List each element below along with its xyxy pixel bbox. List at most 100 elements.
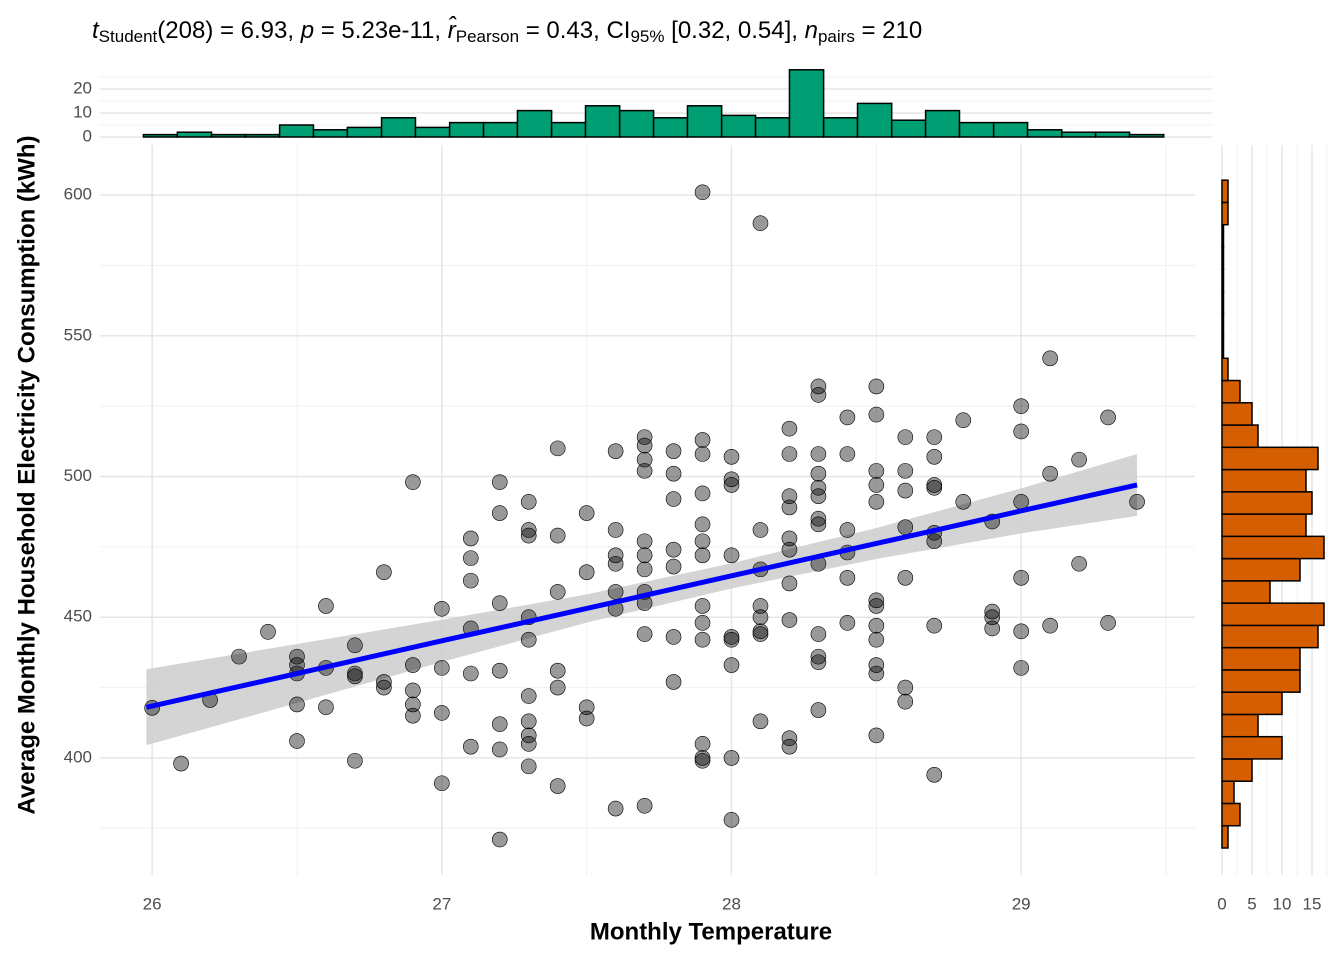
data-point bbox=[752, 215, 769, 232]
y-tick-label: 450 bbox=[64, 607, 92, 626]
data-point bbox=[549, 584, 566, 600]
data-point bbox=[578, 505, 595, 521]
data-point bbox=[810, 446, 827, 462]
data-point bbox=[1071, 451, 1087, 468]
data-point bbox=[578, 710, 595, 727]
data-point bbox=[839, 570, 856, 586]
data-point bbox=[694, 547, 711, 564]
data-point bbox=[868, 477, 885, 493]
data-point bbox=[1100, 409, 1116, 426]
data-point bbox=[810, 654, 827, 671]
data-point bbox=[810, 626, 827, 642]
data-point bbox=[694, 516, 711, 533]
data-point bbox=[868, 378, 885, 395]
data-point bbox=[897, 482, 914, 499]
data-point bbox=[752, 522, 769, 538]
data-point bbox=[520, 527, 537, 544]
data-point bbox=[839, 409, 856, 426]
data-point bbox=[520, 713, 537, 730]
data-point bbox=[752, 626, 769, 642]
data-point bbox=[462, 572, 479, 589]
y-tick-label: 500 bbox=[64, 466, 92, 485]
histogram-bar bbox=[1221, 312, 1225, 337]
data-point bbox=[955, 412, 972, 429]
histogram-bar bbox=[346, 126, 383, 138]
histogram-bar bbox=[754, 117, 791, 138]
data-point bbox=[868, 494, 885, 510]
data-point bbox=[694, 446, 711, 462]
x-tick-label: 15 bbox=[1303, 894, 1322, 913]
data-point bbox=[636, 463, 653, 479]
data-point bbox=[520, 758, 537, 775]
data-point bbox=[781, 612, 798, 628]
histogram-bar bbox=[516, 109, 553, 138]
data-point bbox=[868, 592, 885, 609]
data-point bbox=[1042, 465, 1058, 482]
title-segment: [0.32, 0.54], bbox=[665, 17, 805, 44]
data-point bbox=[318, 598, 334, 614]
data-point bbox=[926, 767, 943, 783]
data-point bbox=[289, 733, 305, 749]
data-point bbox=[839, 615, 856, 631]
histogram-bar bbox=[448, 121, 485, 138]
x-tick-label: 0 bbox=[1217, 894, 1226, 913]
data-point bbox=[723, 631, 740, 648]
data-point bbox=[752, 598, 769, 614]
title-segment: = 0.43, CI bbox=[519, 17, 630, 44]
y-tick-label: 600 bbox=[64, 185, 92, 204]
histogram-bar bbox=[1128, 133, 1165, 138]
data-point bbox=[1013, 494, 1029, 510]
data-point bbox=[520, 494, 537, 510]
histogram-bar bbox=[924, 109, 961, 138]
histogram-bar bbox=[550, 121, 587, 138]
histogram-bar bbox=[1221, 491, 1313, 515]
data-point bbox=[781, 446, 798, 462]
data-point bbox=[868, 657, 885, 673]
data-point bbox=[752, 609, 769, 626]
data-point bbox=[926, 429, 943, 445]
data-point bbox=[897, 429, 914, 445]
data-point bbox=[636, 547, 653, 564]
data-point bbox=[723, 477, 740, 493]
data-point bbox=[376, 564, 392, 580]
regression-line bbox=[145, 482, 1138, 710]
histogram-bar bbox=[1221, 580, 1271, 604]
histogram-bar bbox=[244, 133, 281, 138]
data-point bbox=[607, 584, 624, 600]
histogram-bar bbox=[1060, 131, 1097, 138]
data-point bbox=[868, 617, 885, 634]
data-point bbox=[405, 657, 421, 673]
histogram-bar bbox=[1221, 646, 1301, 671]
x-tick-label: 26 bbox=[143, 894, 162, 913]
data-point bbox=[1013, 423, 1029, 440]
histogram-bar bbox=[1221, 446, 1319, 471]
data-point bbox=[723, 812, 740, 828]
histogram-bar bbox=[1221, 290, 1225, 315]
histogram-bar bbox=[686, 105, 723, 138]
data-point bbox=[231, 648, 247, 665]
data-point bbox=[405, 682, 421, 699]
histogram-bar bbox=[1221, 468, 1307, 493]
confidence-band bbox=[146, 453, 1138, 746]
histogram-bar bbox=[1221, 602, 1325, 627]
histogram-bar bbox=[1221, 357, 1229, 382]
data-point bbox=[781, 730, 798, 747]
histogram-bar bbox=[1221, 758, 1253, 782]
data-point bbox=[434, 705, 450, 721]
data-point bbox=[781, 420, 798, 437]
data-point bbox=[665, 558, 682, 575]
data-point bbox=[549, 440, 566, 457]
histogram-bar bbox=[1221, 535, 1325, 560]
data-point bbox=[434, 660, 450, 676]
data-point bbox=[1013, 398, 1029, 414]
histogram-bar bbox=[1221, 691, 1283, 716]
histogram-bar bbox=[1221, 802, 1241, 827]
data-point bbox=[781, 530, 798, 547]
data-point bbox=[376, 679, 392, 696]
data-point bbox=[405, 707, 421, 724]
data-point bbox=[984, 620, 1001, 637]
data-point bbox=[868, 463, 885, 479]
data-point bbox=[694, 631, 711, 648]
data-point bbox=[897, 519, 914, 535]
